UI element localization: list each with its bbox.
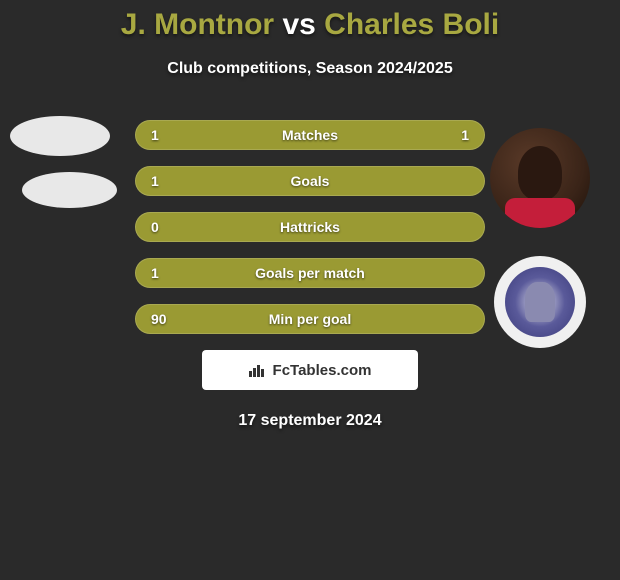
stat-left-value: 1 xyxy=(151,265,181,281)
player1-name: J. Montnor xyxy=(121,8,274,41)
stat-label: Goals xyxy=(291,173,330,189)
stat-right-value: 1 xyxy=(439,127,469,143)
subtitle: Club competitions, Season 2024/2025 xyxy=(0,60,620,78)
watermark-text: FcTables.com xyxy=(273,362,372,379)
player2-name: Charles Boli xyxy=(324,8,499,41)
stat-row-goals: 1 Goals xyxy=(135,166,485,196)
stat-row-hattricks: 0 Hattricks xyxy=(135,212,485,242)
stats-container: 1 Matches 1 1 Goals 0 Hattricks 1 Goals … xyxy=(0,120,620,430)
stat-label: Hattricks xyxy=(280,219,340,235)
vs-text: vs xyxy=(282,8,315,41)
stat-row-matches: 1 Matches 1 xyxy=(135,120,485,150)
watermark: FcTables.com xyxy=(202,350,418,390)
stat-row-min-per-goal: 90 Min per goal xyxy=(135,304,485,334)
chart-icon xyxy=(249,363,267,377)
stat-left-value: 1 xyxy=(151,173,181,189)
stat-label: Min per goal xyxy=(269,311,351,327)
stat-label: Matches xyxy=(282,127,338,143)
page-title: J. Montnor vs Charles Boli xyxy=(0,8,620,42)
stat-label: Goals per match xyxy=(255,265,365,281)
date-text: 17 september 2024 xyxy=(0,412,620,430)
stat-row-goals-per-match: 1 Goals per match xyxy=(135,258,485,288)
header: J. Montnor vs Charles Boli Club competit… xyxy=(0,0,620,78)
stat-left-value: 1 xyxy=(151,127,181,143)
stat-left-value: 90 xyxy=(151,311,181,327)
stat-left-value: 0 xyxy=(151,219,181,235)
